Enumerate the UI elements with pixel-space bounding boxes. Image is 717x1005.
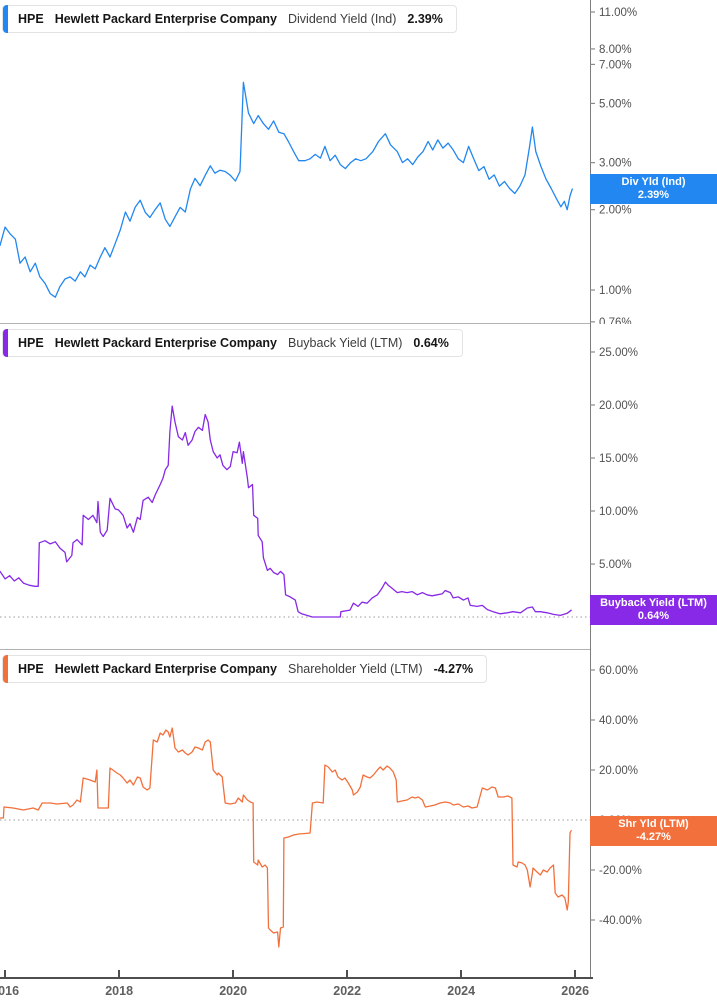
x-axis-tick	[460, 970, 463, 977]
y-axis-tick-label: 8.00%	[599, 44, 632, 56]
last-value-badge-dividend-yield: Div Yld (Ind) 2.39%	[590, 174, 717, 204]
y-axis-tick-label: 5.00%	[599, 98, 632, 110]
x-axis-year-label: 2022	[333, 984, 362, 998]
chart-panel-dividend-yield: 11.00% 8.00% 7.00% 5.00% 3.00% 2.00% 1.00% 0.76…	[0, 0, 717, 324]
chart-header-shareholder-yield[interactable]: HPE Hewlett Packard Enterprise Company S…	[2, 655, 488, 683]
y-axis-tick-label: 0.76%	[599, 317, 632, 324]
series-color-accent-bar	[3, 5, 8, 33]
x-axis-tick	[118, 970, 121, 977]
badge-value: -4.27%	[636, 831, 671, 843]
chart-header-dividend-yield[interactable]: HPE Hewlett Packard Enterprise Company D…	[2, 5, 457, 33]
ticker-symbol: HPE	[18, 12, 44, 26]
shareholder-yield-plot-area[interactable]: 60.00%40.00%20.00%0.00%-20.00%-40.00%	[0, 650, 717, 977]
y-axis-tick-label: 15.00%	[599, 453, 638, 465]
x-axis-year-label: 2020	[219, 984, 248, 998]
x-axis-tick	[232, 970, 235, 977]
badge-label: Div Yld (Ind)	[621, 175, 686, 188]
metric-current-value: 2.39%	[407, 12, 443, 26]
x-axis-line	[0, 977, 593, 979]
last-value-badge-buyback-yield: Buyback Yield (LTM) 0.64%	[590, 595, 717, 625]
x-axis: 2016 2018 2020 2022 2024 2026	[0, 970, 717, 1005]
x-axis-tick	[574, 970, 577, 977]
y-axis-tick-label: 10.00%	[599, 506, 638, 518]
company-name: Hewlett Packard Enterprise Company	[54, 336, 277, 350]
x-axis-year-label: 2018	[105, 984, 134, 998]
company-name: Hewlett Packard Enterprise Company	[54, 662, 277, 676]
badge-value: 2.39%	[637, 189, 670, 201]
y-axis-tick-label: 20.00%	[599, 765, 638, 777]
badge-value: 0.64%	[637, 610, 670, 622]
series-color-accent-bar	[3, 329, 8, 357]
x-axis-year-label: 2026	[561, 984, 590, 998]
y-axis-tick-label: 25.00%	[599, 347, 638, 359]
x-axis-tick	[346, 970, 349, 977]
y-axis-tick-label: 11.00%	[599, 7, 637, 19]
badge-label: Shr Yld (LTM)	[618, 817, 689, 830]
last-value-badge-shareholder-yield: Shr Yld (LTM) -4.27%	[590, 816, 717, 846]
y-axis-tick-label: 60.00%	[599, 665, 638, 677]
y-axis-tick-label: 5.00%	[599, 559, 632, 571]
metric-name: Shareholder Yield (LTM)	[288, 662, 423, 676]
buyback-yield-plot-area[interactable]: 25.00%20.00%15.00%10.00%5.00%0.00%	[0, 324, 717, 650]
x-axis-tick	[4, 970, 7, 977]
y-axis-tick-label: 40.00%	[599, 715, 638, 727]
chart-panel-buyback-yield: 25.00%20.00%15.00%10.00%5.00%0.00% HPE H…	[0, 324, 717, 650]
metric-current-value: -4.27%	[433, 662, 474, 676]
x-axis-year-label: 2016	[0, 984, 20, 998]
metric-name: Buyback Yield (LTM)	[288, 336, 403, 350]
ticker-symbol: HPE	[18, 336, 44, 350]
series-line	[0, 405, 572, 618]
badge-label: Buyback Yield (LTM)	[600, 596, 707, 609]
series-color-accent-bar	[3, 655, 8, 683]
metric-name: Dividend Yield (Ind)	[288, 12, 397, 26]
y-axis-tick-label: 3.00%	[599, 158, 632, 170]
y-axis-tick-label: 7.00%	[599, 59, 632, 71]
chart-header-buyback-yield[interactable]: HPE Hewlett Packard Enterprise Company B…	[2, 329, 463, 357]
x-axis-year-label: 2024	[447, 984, 476, 998]
y-axis-tick-label: 20.00%	[599, 400, 638, 412]
dividend-yield-plot-area[interactable]: 11.00% 8.00% 7.00% 5.00% 3.00% 2.00% 1.00% 0.76…	[0, 0, 717, 324]
chart-panel-shareholder-yield: 60.00%40.00%20.00%0.00%-20.00%-40.00% HP…	[0, 650, 717, 977]
y-axis-tick-label: 1.00%	[599, 285, 632, 297]
series-line	[0, 81, 573, 298]
ticker-symbol: HPE	[18, 662, 44, 676]
company-name: Hewlett Packard Enterprise Company	[54, 12, 277, 26]
y-axis-tick-label: -20.00%	[599, 865, 642, 877]
series-line	[0, 727, 572, 948]
metric-current-value: 0.64%	[413, 336, 449, 350]
y-axis-tick-label: -40.00%	[599, 915, 642, 927]
y-axis-tick-label: 2.00%	[599, 205, 632, 217]
